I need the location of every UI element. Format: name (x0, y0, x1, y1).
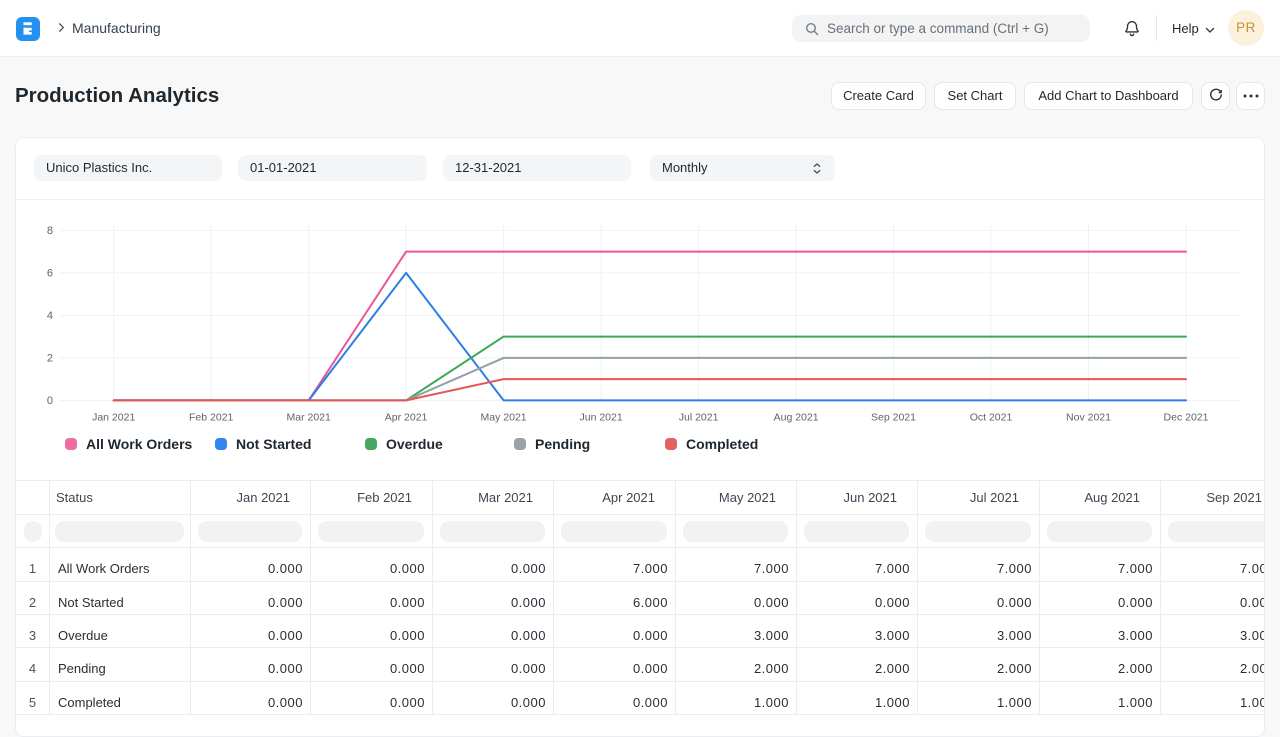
svg-text:Oct 2021: Oct 2021 (970, 412, 1013, 424)
svg-text:May 2021: May 2021 (481, 412, 527, 424)
svg-text:Nov 2021: Nov 2021 (1066, 412, 1111, 424)
svg-text:2: 2 (47, 352, 53, 364)
svg-text:Jan 2021: Jan 2021 (92, 412, 135, 424)
svg-text:4: 4 (47, 310, 53, 322)
svg-text:Apr 2021: Apr 2021 (385, 412, 428, 424)
svg-text:8: 8 (47, 225, 53, 237)
svg-text:Mar 2021: Mar 2021 (287, 412, 332, 424)
svg-text:Dec 2021: Dec 2021 (1164, 412, 1209, 424)
svg-text:Jul 2021: Jul 2021 (679, 412, 719, 424)
svg-text:Jun 2021: Jun 2021 (579, 412, 622, 424)
svg-text:Sep 2021: Sep 2021 (871, 412, 916, 424)
svg-text:Aug 2021: Aug 2021 (774, 412, 819, 424)
svg-text:0: 0 (47, 395, 53, 407)
svg-text:6: 6 (47, 267, 53, 279)
svg-text:Feb 2021: Feb 2021 (189, 412, 234, 424)
